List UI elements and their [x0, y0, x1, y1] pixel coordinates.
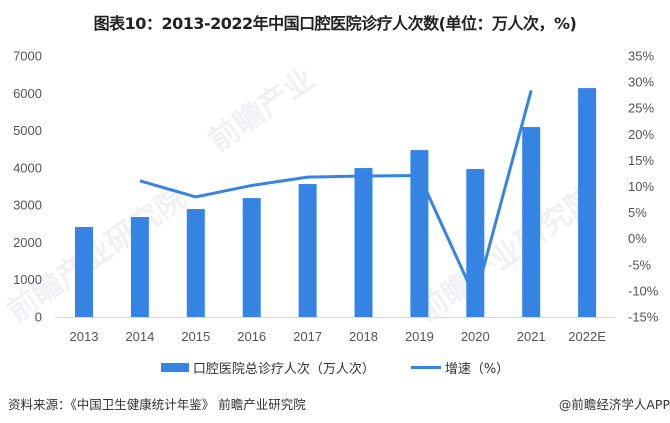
x-tick-label: 2014	[125, 329, 154, 344]
y-left-tick-label: 7000	[13, 49, 42, 64]
legend: 口腔医院总诊疗人次（万人次） 增速（%）	[0, 358, 670, 377]
x-tick-label: 2013	[70, 329, 99, 344]
y-right-tick-label: 25%	[628, 101, 654, 116]
y-left-tick-label: 0	[35, 310, 42, 325]
x-tick-label: 2021	[517, 329, 546, 344]
bar-swatch-icon	[160, 363, 189, 372]
y-left-tick-label: 2000	[13, 235, 42, 250]
x-tick-label: 2022E	[568, 329, 606, 344]
growth-rate-line[interactable]	[139, 90, 533, 300]
y-right-tick-label: 0%	[628, 231, 647, 246]
x-tick-label: 2020	[461, 329, 490, 344]
y-left-tick-label: 6000	[13, 86, 42, 101]
chart-title: 图表10：2013-2022年中国口腔医院诊疗人次数(单位：万人次，%)	[93, 14, 577, 33]
y-left-tick-label: 1000	[13, 272, 42, 287]
y-right-tick-label: -10%	[628, 283, 659, 298]
credit-note: @前瞻经济学人APP	[558, 397, 670, 412]
x-tick-label: 2016	[237, 329, 266, 344]
line-swatch-icon	[410, 366, 441, 369]
bar-2021[interactable]	[522, 127, 541, 317]
y-right-tick-label: -5%	[628, 257, 652, 272]
bar-2013[interactable]	[75, 227, 93, 317]
bar-2014[interactable]	[130, 217, 149, 317]
x-tick-label: 2019	[405, 329, 434, 344]
y-right-tick-label: 15%	[628, 153, 654, 168]
y-right-tick-label: 35%	[628, 49, 654, 64]
legend-item-line[interactable]: 增速（%）	[410, 358, 510, 377]
bar-2018[interactable]	[354, 168, 373, 317]
y-left-tick-label: 4000	[13, 160, 42, 175]
legend-item-bar[interactable]: 口腔医院总诊疗人次（万人次）	[160, 358, 375, 377]
bar-2017[interactable]	[298, 184, 317, 317]
y-right-tick-label: 20%	[628, 127, 654, 142]
y-left-tick-label: 3000	[13, 198, 42, 213]
bar-2019[interactable]	[410, 150, 429, 317]
bar-2015[interactable]	[186, 209, 205, 317]
y-right-tick-label: 5%	[628, 205, 647, 220]
bar-2016[interactable]	[242, 198, 261, 317]
chart-canvas: 0 1000 2000 3000 4000 5000 6000 7000 -15% -10% -5%…	[13, 49, 659, 345]
source-note: 资料来源：《中国卫生健康统计年鉴》 前瞻产业研究院	[8, 397, 306, 412]
legend-bar-label: 口腔医院总诊疗人次（万人次）	[192, 362, 375, 377]
y-right-tick-label: -15%	[628, 310, 659, 325]
y-left-tick-label: 5000	[13, 123, 42, 138]
y-right-tick-label: 10%	[628, 179, 654, 194]
bar-2022E[interactable]	[578, 88, 597, 317]
x-tick-label: 2018	[349, 329, 378, 344]
y-right-tick-label: 30%	[628, 75, 654, 90]
legend-line-label: 增速（%）	[444, 362, 510, 377]
x-tick-label: 2017	[293, 329, 322, 344]
x-tick-label: 2015	[181, 329, 210, 344]
